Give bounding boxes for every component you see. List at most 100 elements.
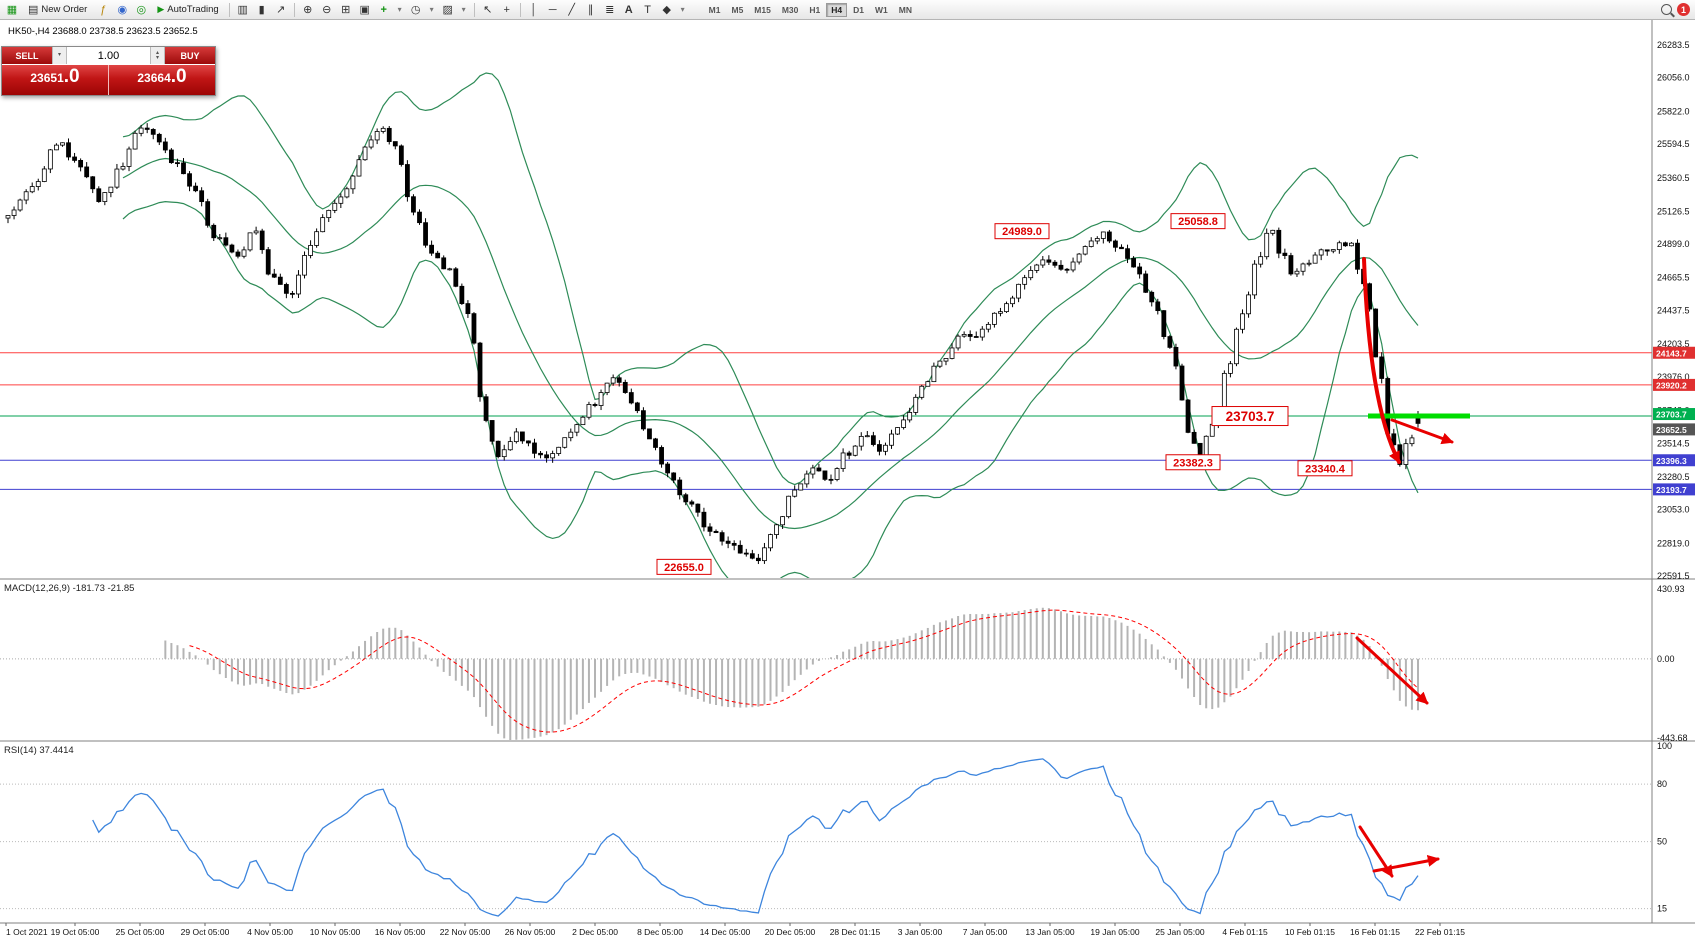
svg-text:23920.2: 23920.2 bbox=[1656, 380, 1687, 390]
price-callout-box[interactable] bbox=[1211, 406, 1289, 427]
price-callout-box[interactable] bbox=[656, 558, 712, 575]
vertical-line-icon[interactable]: │ bbox=[530, 3, 538, 16]
price-callout-text: 22655.0 bbox=[664, 562, 704, 574]
timeframe-M30[interactable]: M30 bbox=[781, 4, 799, 15]
buy-button[interactable]: BUY bbox=[165, 47, 215, 64]
new-order-icon: ▤ bbox=[28, 4, 39, 16]
candles-layer bbox=[5, 123, 1421, 565]
toolbar-separator bbox=[228, 2, 230, 17]
trade-panel-prices: 23651 .0 23664 .0 bbox=[2, 64, 215, 95]
templates-dropdown-icon[interactable]: ▾ bbox=[461, 5, 466, 14]
volume-input[interactable] bbox=[67, 47, 150, 64]
zoom-out-icon[interactable]: ⊖ bbox=[322, 4, 332, 16]
svg-text:23652.5: 23652.5 bbox=[1656, 425, 1687, 435]
timeframe-MN[interactable]: MN bbox=[898, 4, 912, 15]
autotrading-button[interactable]: ▶ AutoTrading bbox=[151, 2, 224, 18]
svg-text:23396.3: 23396.3 bbox=[1656, 456, 1687, 466]
line-chart-icon[interactable]: ↗ bbox=[276, 4, 286, 16]
svg-text:24665.5: 24665.5 bbox=[1657, 273, 1690, 283]
svg-text:19 Oct 05:00: 19 Oct 05:00 bbox=[51, 927, 100, 937]
chart-window-icon[interactable]: ▦ bbox=[6, 4, 18, 16]
new-order-label: New Order bbox=[41, 4, 88, 15]
svg-text:10 Feb 01:15: 10 Feb 01:15 bbox=[1285, 927, 1335, 937]
svg-text:23976.0: 23976.0 bbox=[1657, 372, 1690, 382]
timeframe-M1[interactable]: M1 bbox=[708, 4, 721, 15]
shapes-icon[interactable]: ◆ bbox=[662, 4, 671, 16]
crosshair-icon[interactable]: + bbox=[503, 3, 510, 16]
new-chart-dropdown-icon[interactable]: ▾ bbox=[397, 5, 402, 14]
autotrading-label: AutoTrading bbox=[167, 4, 219, 15]
svg-text:25360.5: 25360.5 bbox=[1657, 173, 1690, 183]
svg-text:3 Jan 05:00: 3 Jan 05:00 bbox=[898, 927, 943, 937]
buy-price-button[interactable]: 23664 .0 bbox=[109, 65, 215, 95]
svg-text:50: 50 bbox=[1657, 837, 1667, 847]
period-icon[interactable]: ◷ bbox=[410, 4, 421, 16]
candlestick-chart-icon[interactable]: ▮ bbox=[258, 4, 265, 16]
timeframe-H4[interactable]: H4 bbox=[826, 2, 848, 17]
svg-text:10 Nov 05:00: 10 Nov 05:00 bbox=[310, 927, 361, 937]
zoom-in-icon[interactable]: ⊕ bbox=[303, 4, 313, 16]
spin-up-icon[interactable]: ▴ bbox=[155, 49, 159, 56]
price-callout-text: 25058.8 bbox=[1178, 216, 1218, 228]
volume-spinner[interactable]: ▴ ▾ bbox=[150, 47, 165, 64]
volume-dropdown-icon[interactable]: ▾ bbox=[52, 47, 67, 64]
red-arrow[interactable] bbox=[1355, 636, 1429, 705]
trendline-icon[interactable]: ╱ bbox=[568, 4, 575, 16]
new-order-button[interactable]: ▤ New Order bbox=[22, 2, 93, 18]
timeframe-M15[interactable]: M15 bbox=[754, 4, 771, 15]
svg-text:24203.5: 24203.5 bbox=[1657, 339, 1690, 349]
bar-chart-icon[interactable]: ▥ bbox=[237, 4, 248, 16]
signals-icon[interactable]: ◎ bbox=[136, 4, 147, 16]
cursor-icon[interactable]: ↖ bbox=[483, 4, 493, 16]
red-arrow[interactable] bbox=[1362, 257, 1401, 464]
text-label-icon[interactable]: T bbox=[644, 3, 652, 16]
svg-text:26 Nov 05:00: 26 Nov 05:00 bbox=[505, 927, 556, 937]
price-callout-text: 23382.3 bbox=[1173, 457, 1213, 469]
annotations-layer[interactable]: 24989.0 25058.8 23703.7 23382.3 23340.4 22655… bbox=[656, 213, 1470, 878]
spin-down-icon[interactable]: ▾ bbox=[155, 54, 159, 61]
notification-badge[interactable]: 1 bbox=[1677, 3, 1690, 16]
timeframe-D1[interactable]: D1 bbox=[853, 4, 865, 15]
new-chart-icon[interactable]: + bbox=[380, 3, 387, 16]
market-icon[interactable]: ◉ bbox=[117, 4, 128, 16]
templates-icon[interactable]: ▨ bbox=[442, 4, 453, 16]
sell-price-button[interactable]: 23651 .0 bbox=[2, 65, 109, 95]
svg-text:25126.5: 25126.5 bbox=[1657, 206, 1690, 216]
sell-button[interactable]: SELL bbox=[2, 47, 52, 64]
price-callout-box[interactable] bbox=[1165, 454, 1221, 471]
trade-panel-top-row: SELL ▾ ▴ ▾ BUY bbox=[2, 47, 215, 64]
shapes-dropdown-icon[interactable]: ▾ bbox=[680, 5, 685, 14]
cascade-windows-icon[interactable]: ▣ bbox=[359, 4, 370, 16]
fibonacci-icon[interactable]: ≣ bbox=[605, 4, 615, 16]
channel-icon[interactable]: ∥ bbox=[587, 4, 594, 16]
text-tool-icon[interactable]: A bbox=[624, 3, 633, 16]
svg-text:15: 15 bbox=[1657, 904, 1667, 914]
price-callout-box[interactable] bbox=[1297, 460, 1353, 477]
svg-text:80: 80 bbox=[1657, 779, 1667, 789]
svg-text:-443.68: -443.68 bbox=[1657, 733, 1688, 743]
time-axis: 1 Oct 2021 19 Oct 05:00 25 Oct 05:00 29 Oct… bbox=[5, 923, 1465, 937]
period-dropdown-icon[interactable]: ▾ bbox=[429, 5, 434, 14]
expert-advisors-icon[interactable]: ƒ bbox=[100, 3, 107, 16]
tile-windows-icon[interactable]: ⊞ bbox=[341, 4, 351, 16]
price-callout-text: 23703.7 bbox=[1226, 409, 1275, 424]
svg-text:20 Dec 05:00: 20 Dec 05:00 bbox=[765, 927, 816, 937]
horizontal-line-icon[interactable]: ─ bbox=[548, 3, 557, 16]
red-arrow[interactable] bbox=[1372, 854, 1440, 873]
timeframe-M5[interactable]: M5 bbox=[731, 4, 744, 15]
timeframe-W1[interactable]: W1 bbox=[875, 4, 888, 15]
svg-text:7 Jan 05:00: 7 Jan 05:00 bbox=[963, 927, 1008, 937]
price-callout-box[interactable] bbox=[994, 223, 1050, 240]
svg-text:23280.5: 23280.5 bbox=[1657, 472, 1690, 482]
timeframe-H1[interactable]: H1 bbox=[809, 4, 821, 15]
rsi-label: RSI(14) 37.4414 bbox=[4, 745, 74, 756]
svg-text:22819.0: 22819.0 bbox=[1657, 538, 1690, 548]
svg-text:2 Dec 05:00: 2 Dec 05:00 bbox=[572, 927, 618, 937]
price-callout-box[interactable] bbox=[1170, 213, 1226, 230]
red-arrow[interactable] bbox=[1390, 418, 1454, 445]
svg-text:28 Dec 01:15: 28 Dec 01:15 bbox=[830, 927, 881, 937]
search-icon[interactable] bbox=[1661, 4, 1672, 15]
